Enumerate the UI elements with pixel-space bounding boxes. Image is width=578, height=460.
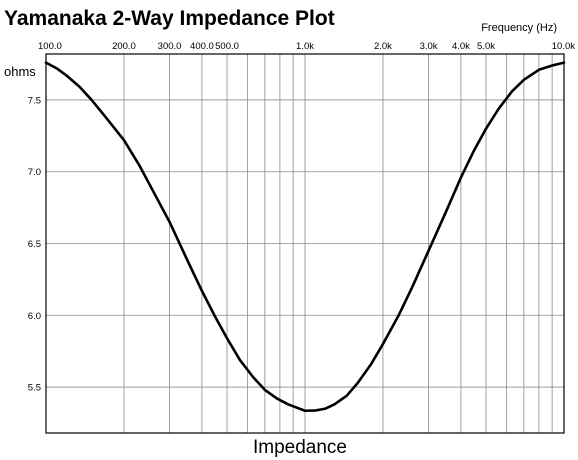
grid-lines (46, 54, 564, 433)
x-tick-label: 5.0k (477, 41, 495, 52)
impedance-curve (44, 61, 566, 413)
y-axis-label: ohms (4, 64, 36, 79)
x-tick-label: 100.0 (38, 41, 62, 52)
y-tick-label: 6.5 (28, 239, 41, 250)
y-tick-label: 5.5 (28, 383, 41, 394)
plot-frame (45, 53, 565, 434)
x-tick-label: 2.0k (374, 41, 392, 52)
chart-title: Yamanaka 2-Way Impedance Plot (4, 7, 335, 30)
y-tick-label: 6.0 (28, 311, 41, 322)
x-tick-label: 10.0k (552, 41, 575, 52)
x-tick-label: 300.0 (158, 41, 182, 52)
x-tick-label: 4.0k (452, 41, 470, 52)
tick-labels: 100.0 200.0 300.0 400.0 500.0 1.0k 2.0k 3.0k 4.0… (28, 41, 575, 394)
x-tick-label: 400.0 (190, 41, 214, 52)
series-layer (44, 61, 566, 413)
x-tick-label: 200.0 (112, 41, 136, 52)
x-axis-unit-label: Frequency (Hz) (481, 22, 557, 34)
x-tick-label: 3.0k (420, 41, 438, 52)
y-tick-label: 7.5 (28, 95, 41, 106)
x-tick-label: 1.0k (296, 41, 314, 52)
x-axis-label: Impedance (253, 437, 347, 458)
x-tick-label: 500.0 (215, 41, 239, 52)
y-tick-label: 7.0 (28, 167, 41, 178)
